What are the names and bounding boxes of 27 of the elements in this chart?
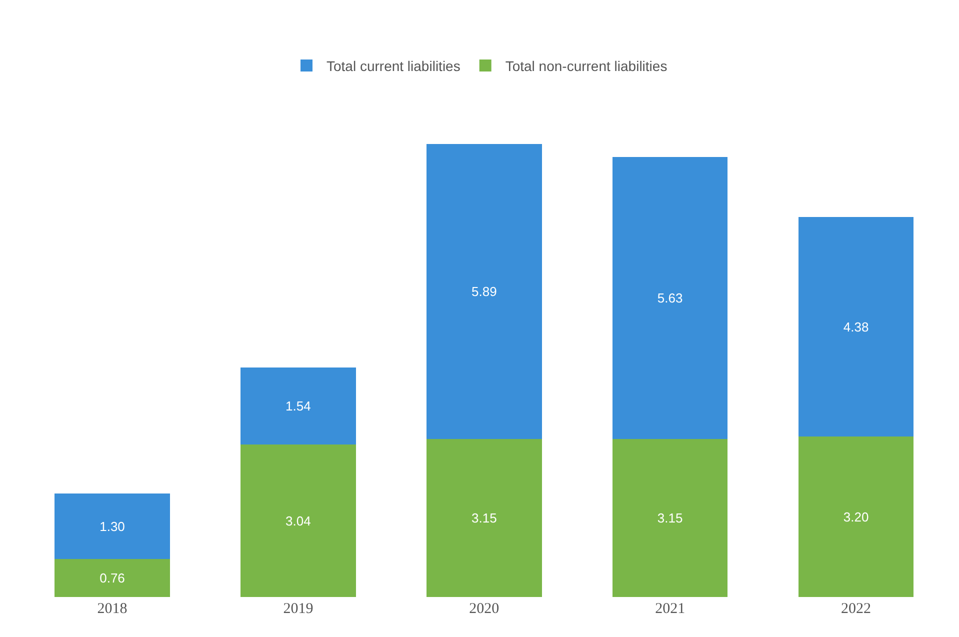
bar bbox=[612, 439, 728, 597]
legend-label: Total non-current liabilities bbox=[505, 58, 668, 74]
data-label: 5.89 bbox=[471, 284, 497, 299]
x-tick-label: 2019 bbox=[283, 601, 314, 617]
data-label: 3.15 bbox=[657, 510, 683, 526]
bar bbox=[240, 367, 356, 445]
x-tick-label: 2018 bbox=[97, 601, 128, 617]
data-label: 3.15 bbox=[471, 510, 497, 526]
x-tick-label: 2021 bbox=[655, 601, 686, 617]
data-label: 1.54 bbox=[286, 398, 311, 414]
data-label: 0.76 bbox=[100, 570, 125, 586]
bar bbox=[54, 494, 170, 559]
data-label: 3.20 bbox=[843, 509, 869, 524]
x-tick-label: 2020 bbox=[469, 601, 500, 617]
data-label: 5.63 bbox=[657, 290, 683, 306]
bar bbox=[426, 439, 542, 597]
bar bbox=[54, 558, 170, 597]
bar bbox=[426, 144, 542, 440]
data-label: 3.04 bbox=[286, 513, 311, 528]
x-tick-label: 2022 bbox=[841, 601, 872, 617]
bar bbox=[240, 444, 356, 597]
data-label: 4.38 bbox=[843, 319, 869, 334]
bar bbox=[798, 217, 914, 437]
bar bbox=[798, 436, 914, 597]
legend-label: Total current liabilities bbox=[326, 58, 460, 74]
bar bbox=[612, 156, 728, 440]
data-label: 1.30 bbox=[100, 518, 125, 534]
